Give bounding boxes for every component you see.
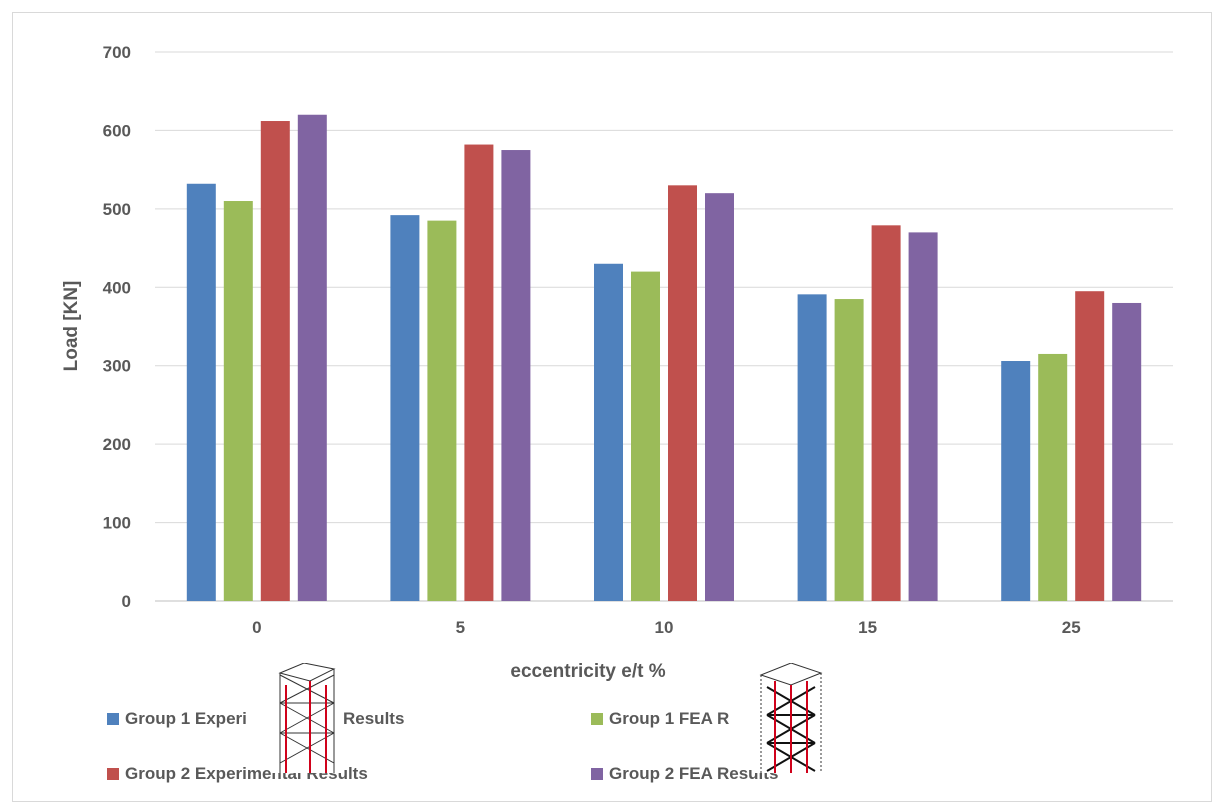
legend-label: Group 2 FEA Results [609,764,779,783]
column-structure-thumbnail-1 [272,663,342,773]
bar [834,299,864,601]
bar [1038,353,1068,601]
bar [260,121,290,601]
y-tick-label: 100 [103,514,131,533]
legend-swatch [591,713,603,725]
legend-item-group1-experimental-suffix: Results [343,709,404,729]
bar [1001,361,1031,601]
bar [427,220,457,601]
legend-swatch [107,768,119,780]
y-tick-label: 400 [103,278,131,297]
x-tick-label: 0 [252,618,261,637]
bar [797,294,827,601]
bar [871,225,901,601]
column-structure-thumbnail-2 [755,663,827,773]
x-tick-label: 5 [456,618,465,637]
bar [631,271,660,601]
x-axis-label: eccentricity e/t % [510,661,665,682]
y-tick-label: 700 [103,43,131,62]
bar [186,183,216,601]
bar [297,114,327,601]
legend-label: Group 1 FEA R [609,709,730,728]
y-tick-label: 600 [103,121,131,140]
legend-item-group1-experimental: Group 1 Experi [107,709,247,729]
bar [1112,302,1142,601]
tick-labels: 0 100 200 300 400 500 600 700 0 5 10 15 25 [103,43,1081,637]
bar [705,193,734,601]
y-axis-label: Load [KN] [61,281,82,372]
y-tick-label: 0 [122,592,131,611]
bar [668,185,697,602]
legend-label-suffix: Results [343,709,405,728]
bar-chart: 0 100 200 300 400 500 600 700 0 5 10 15 25 Load [KN]… [61,43,1173,682]
bars [186,114,1142,602]
legend-item-group1-fea: Group 1 FEA R [591,709,729,729]
bar [594,263,623,601]
y-tick-label: 300 [103,357,131,376]
legend-swatch [591,768,603,780]
legend-label: Group 1 Experi [125,709,247,728]
bar [464,144,494,601]
x-tick-label: 25 [1062,618,1081,637]
x-tick-label: 10 [655,618,674,637]
bar [908,232,938,601]
legend-item-group2-fea: Group 2 FEA Results [591,764,778,784]
y-tick-label: 200 [103,435,131,454]
chart-frame: 0 100 200 300 400 500 600 700 0 5 10 15 25 Load [KN]… [12,12,1212,802]
x-tick-label: 15 [858,618,877,637]
bar [390,215,420,602]
bar [1075,291,1105,601]
bar [223,201,253,601]
legend-swatch [107,713,119,725]
y-tick-label: 500 [103,200,131,219]
bar [501,150,531,602]
